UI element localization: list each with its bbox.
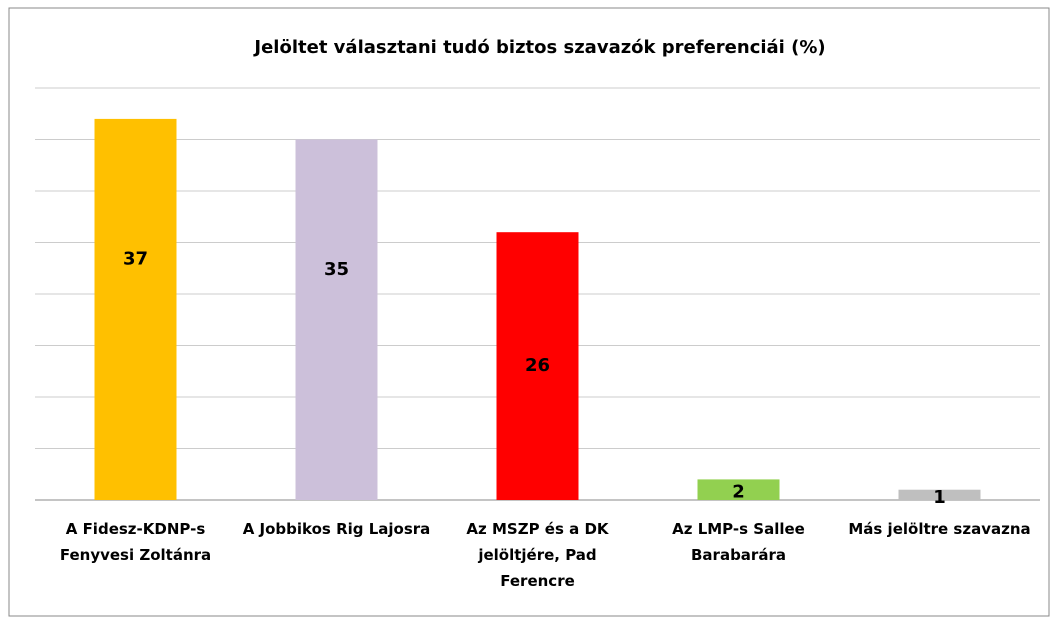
bar [898,489,981,500]
bar [295,139,378,500]
chart-title: Jelöltet választani tudó biztos szavazók… [252,37,825,58]
bar [697,479,780,500]
data-label: 37 [123,248,148,269]
bar [496,232,579,500]
bar [94,118,177,501]
data-label: 2 [732,482,745,503]
data-label: 35 [324,259,349,280]
x-tick-label: A Jobbikos Rig Lajosra [242,520,431,538]
x-tick-label: A Fidesz-KDNP-s Fenyvesi Zoltánra [59,520,212,564]
data-label: 1 [933,487,946,508]
x-tick-label: Más jelöltre szavazna [848,520,1031,538]
data-label: 26 [525,355,550,376]
x-tick-label: Az LMP-s Sallee Barabarára [672,520,805,564]
x-tick-label: Az MSZP és a DK jelöltjére, Pad Ferencre [466,520,609,590]
